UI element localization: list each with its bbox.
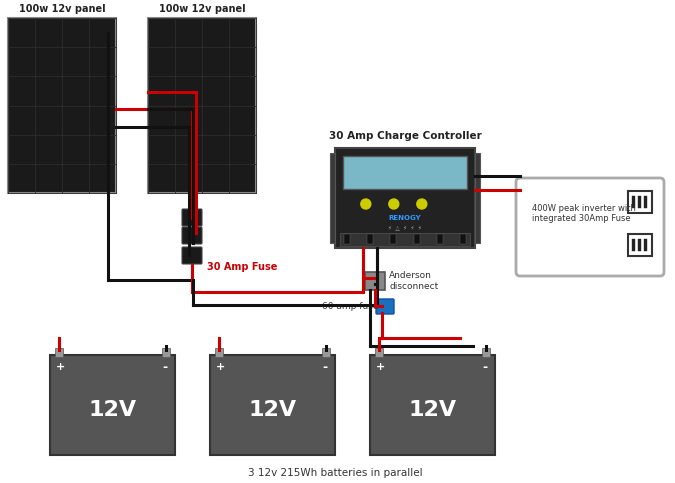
FancyBboxPatch shape <box>210 355 335 455</box>
Text: 3 12v 215Wh batteries in parallel: 3 12v 215Wh batteries in parallel <box>248 468 423 478</box>
FancyBboxPatch shape <box>50 355 175 455</box>
FancyBboxPatch shape <box>390 234 396 244</box>
Text: ⚡  △  ⚡  ⚡  ⚡: ⚡ △ ⚡ ⚡ ⚡ <box>388 226 422 231</box>
Circle shape <box>389 199 399 209</box>
FancyBboxPatch shape <box>644 239 647 251</box>
FancyBboxPatch shape <box>632 196 635 208</box>
FancyBboxPatch shape <box>330 153 335 243</box>
FancyBboxPatch shape <box>370 355 495 455</box>
FancyBboxPatch shape <box>340 233 470 246</box>
Text: 100w 12v panel: 100w 12v panel <box>159 4 245 14</box>
FancyBboxPatch shape <box>632 239 635 251</box>
Text: +: + <box>55 362 65 372</box>
Text: +: + <box>215 362 225 372</box>
FancyBboxPatch shape <box>215 348 223 357</box>
FancyBboxPatch shape <box>460 234 466 244</box>
Text: 30 Amp Charge Controller: 30 Amp Charge Controller <box>329 131 481 141</box>
FancyBboxPatch shape <box>638 239 641 251</box>
Text: RENOGY: RENOGY <box>389 215 421 221</box>
FancyBboxPatch shape <box>55 348 63 357</box>
Text: 400W peak inverter with
integrated 30Amp Fuse: 400W peak inverter with integrated 30Amp… <box>532 204 636 223</box>
FancyBboxPatch shape <box>628 234 652 256</box>
Text: -: - <box>483 360 487 373</box>
Text: +: + <box>375 362 385 372</box>
Circle shape <box>416 199 427 209</box>
FancyBboxPatch shape <box>638 196 641 208</box>
FancyBboxPatch shape <box>437 234 443 244</box>
FancyBboxPatch shape <box>375 348 383 357</box>
Text: 100w 12v panel: 100w 12v panel <box>19 4 105 14</box>
FancyBboxPatch shape <box>182 227 202 244</box>
Text: 12V: 12V <box>88 400 136 420</box>
Text: -: - <box>323 360 327 373</box>
Text: -: - <box>163 360 167 373</box>
FancyBboxPatch shape <box>516 178 664 276</box>
FancyBboxPatch shape <box>414 234 420 244</box>
FancyBboxPatch shape <box>344 234 350 244</box>
FancyBboxPatch shape <box>322 348 330 357</box>
FancyBboxPatch shape <box>343 156 467 189</box>
FancyBboxPatch shape <box>162 348 170 357</box>
FancyBboxPatch shape <box>644 196 647 208</box>
FancyBboxPatch shape <box>376 299 394 314</box>
Text: 12V: 12V <box>248 400 296 420</box>
FancyBboxPatch shape <box>482 348 490 357</box>
Text: Anderson
disconnect: Anderson disconnect <box>389 271 438 291</box>
FancyBboxPatch shape <box>367 234 373 244</box>
Text: 12V: 12V <box>408 400 456 420</box>
FancyBboxPatch shape <box>8 18 116 193</box>
FancyBboxPatch shape <box>148 18 256 193</box>
Text: 60 amp fuse: 60 amp fuse <box>322 301 379 311</box>
FancyBboxPatch shape <box>365 272 385 290</box>
FancyBboxPatch shape <box>628 191 652 213</box>
FancyBboxPatch shape <box>182 247 202 264</box>
FancyBboxPatch shape <box>182 209 202 226</box>
FancyBboxPatch shape <box>335 148 475 248</box>
Text: 30 Amp Fuse: 30 Amp Fuse <box>207 262 277 272</box>
Circle shape <box>361 199 371 209</box>
FancyBboxPatch shape <box>475 153 480 243</box>
